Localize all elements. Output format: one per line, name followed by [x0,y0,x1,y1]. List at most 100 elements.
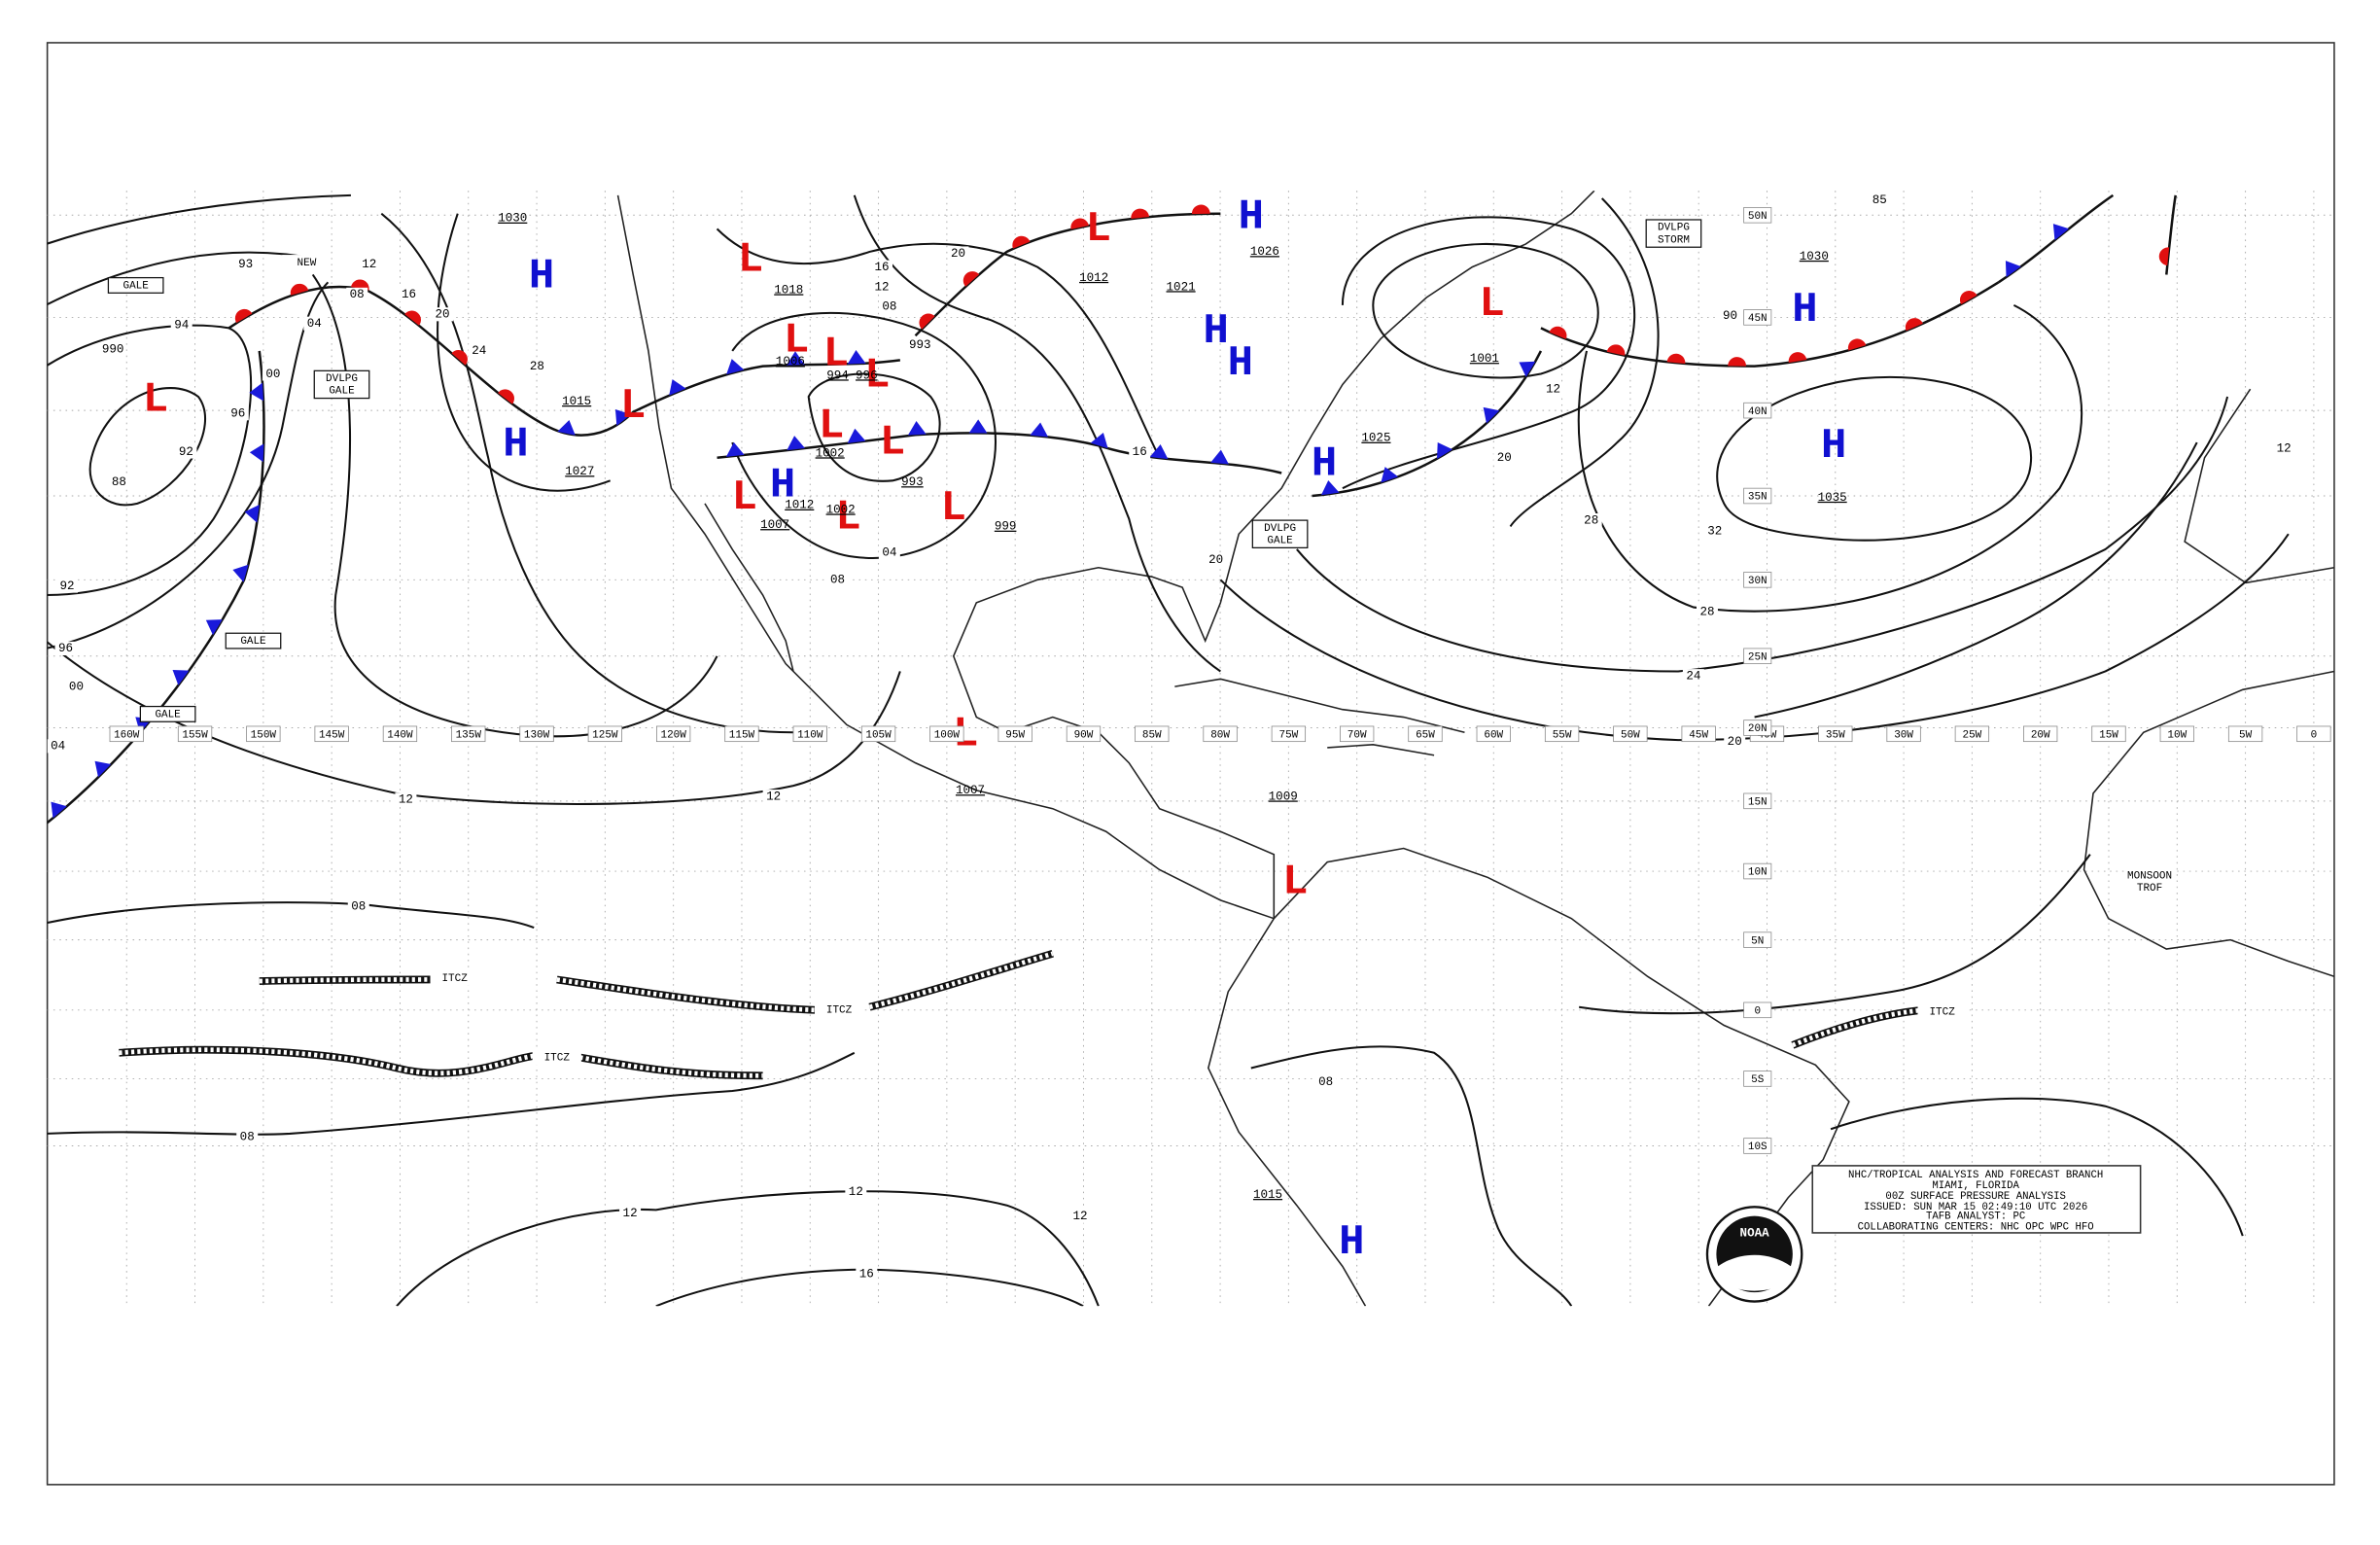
feature-label-bg [430,970,479,986]
cold-front-barb [51,801,67,819]
longitude-label: 0 [2311,730,2318,742]
longitude-label-box [1203,725,1238,743]
isobar-label-bg [227,406,249,421]
feature-label-box [107,276,164,294]
longitude-label-box [724,725,759,743]
longitude-label: 80W [1210,730,1230,742]
isobar-label: 28 [1699,606,1714,619]
latitude-label-box [1743,1001,1772,1019]
isobar-label: 990 [102,343,124,357]
low-center: L [880,419,905,468]
warm-front [2165,194,2177,275]
center-pressure: 1002 [826,503,856,516]
isobar [1372,242,1599,379]
isobar-label-bg [826,573,849,587]
isobar-label-bg [236,1130,259,1144]
isobar-label: 94 [174,319,189,333]
feature-label-bg [814,1001,864,1018]
cold-front-barb [557,419,576,436]
cold-front-barb [1210,449,1229,465]
longitude-label: 25W [1963,730,1982,742]
cold-front-barb [787,436,806,451]
isobar [47,1051,856,1136]
feature-label: GALE [155,709,181,720]
info-line: TAFB ANALYST: PC [1926,1211,2025,1222]
longitude-labels: 160W 155W 150W 145W 140W 135W 130W 125W 120W 115W… [109,725,2331,743]
isobar [716,228,1161,459]
cold-front-barb [1437,442,1453,460]
isobar-label-bg [56,579,79,593]
isobar-label: 12 [399,793,413,807]
latitude-label-box [1743,402,1772,419]
center-pressure: 1007 [760,518,789,532]
cold-front-barb [2052,224,2070,241]
cold-front-barb [249,382,263,402]
isobar-label: 08 [1318,1075,1333,1089]
center-pressure: 1026 [1250,245,1279,259]
isobar-label-bg [619,1206,642,1220]
longitude-label-box [1135,725,1170,743]
feature-label: GALE [329,386,355,398]
warm-front-bump [1959,290,1978,305]
longitude-label-box [2227,725,2263,743]
longitude-label: 85W [1142,730,1162,742]
isobar-label: 28 [530,360,544,373]
cold-front-barb [1030,422,1049,438]
warm-front [914,212,1221,337]
isobar-label: 08 [350,288,365,301]
isobar-label: 24 [1686,669,1700,683]
center-pressure: 1027 [565,465,594,478]
warm-front-bump [962,271,980,287]
fronts [47,193,2177,825]
feature-label: DVLPG [326,373,358,385]
low-center: L [732,474,757,522]
feature-label-box [313,369,370,400]
isobar-label-bg [878,545,900,560]
isobar-label-bg [303,316,326,331]
warm-front-bump [1666,353,1686,365]
low-center: L [819,402,844,450]
isobar-label-bg [856,1267,878,1282]
center-pressure: 1025 [1361,432,1390,445]
cold-front-barb [614,408,632,426]
latitude-label: 15N [1748,797,1768,809]
isobar-label: 12 [623,1207,638,1220]
isobar-label: 16 [402,288,416,301]
low-center: L [620,382,646,431]
center-pressure: 1007 [956,784,985,797]
warm-front-bump [404,310,421,326]
feature-label: ITCZ [1929,1006,1955,1018]
high-center: H [503,420,528,469]
isobar-label: 85 [1872,193,1887,207]
isobar-label-bg [1869,193,1891,207]
isobar-label: 90 [1723,309,1737,323]
info-box-frame [1811,1165,2142,1234]
feature-label: GALE [122,280,149,292]
latitude-label: 30N [1748,576,1768,587]
info-line: COLLABORATING CENTERS: NHC OPC WPC HFO [1858,1221,2094,1233]
longitude-label: 140W [387,730,413,742]
longitude-label: 65W [1416,730,1435,742]
isobar-label: 32 [1707,524,1722,538]
isobar-label-bg [347,899,369,914]
isobar-label: 00 [69,680,84,693]
isobar-label: 20 [1208,553,1223,567]
isobar-label-bg [395,792,417,807]
longitude-label: 135W [456,730,482,742]
longitude-label-box [451,725,486,743]
cold-front-barb [94,760,112,778]
longitude-label-box [1886,725,1921,743]
isobar-label-bg [65,680,88,694]
warm-front-bump [919,313,935,330]
longitude-label-box [587,725,623,743]
latitude-label: 45N [1748,313,1768,325]
longitude-label: 50W [1621,730,1640,742]
isobar [1754,441,2198,719]
isobar-label: 12 [2277,442,2292,456]
info-line: MIAMI, FLORIDA [1932,1180,2019,1192]
cold-front-barb [907,421,927,436]
longitude-label: 120W [660,730,686,742]
warm-front [228,285,550,429]
warm-front-bump [1131,208,1150,219]
longitude-label-box [1066,725,1102,743]
